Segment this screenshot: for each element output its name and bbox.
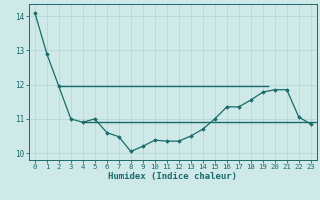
- X-axis label: Humidex (Indice chaleur): Humidex (Indice chaleur): [108, 172, 237, 181]
